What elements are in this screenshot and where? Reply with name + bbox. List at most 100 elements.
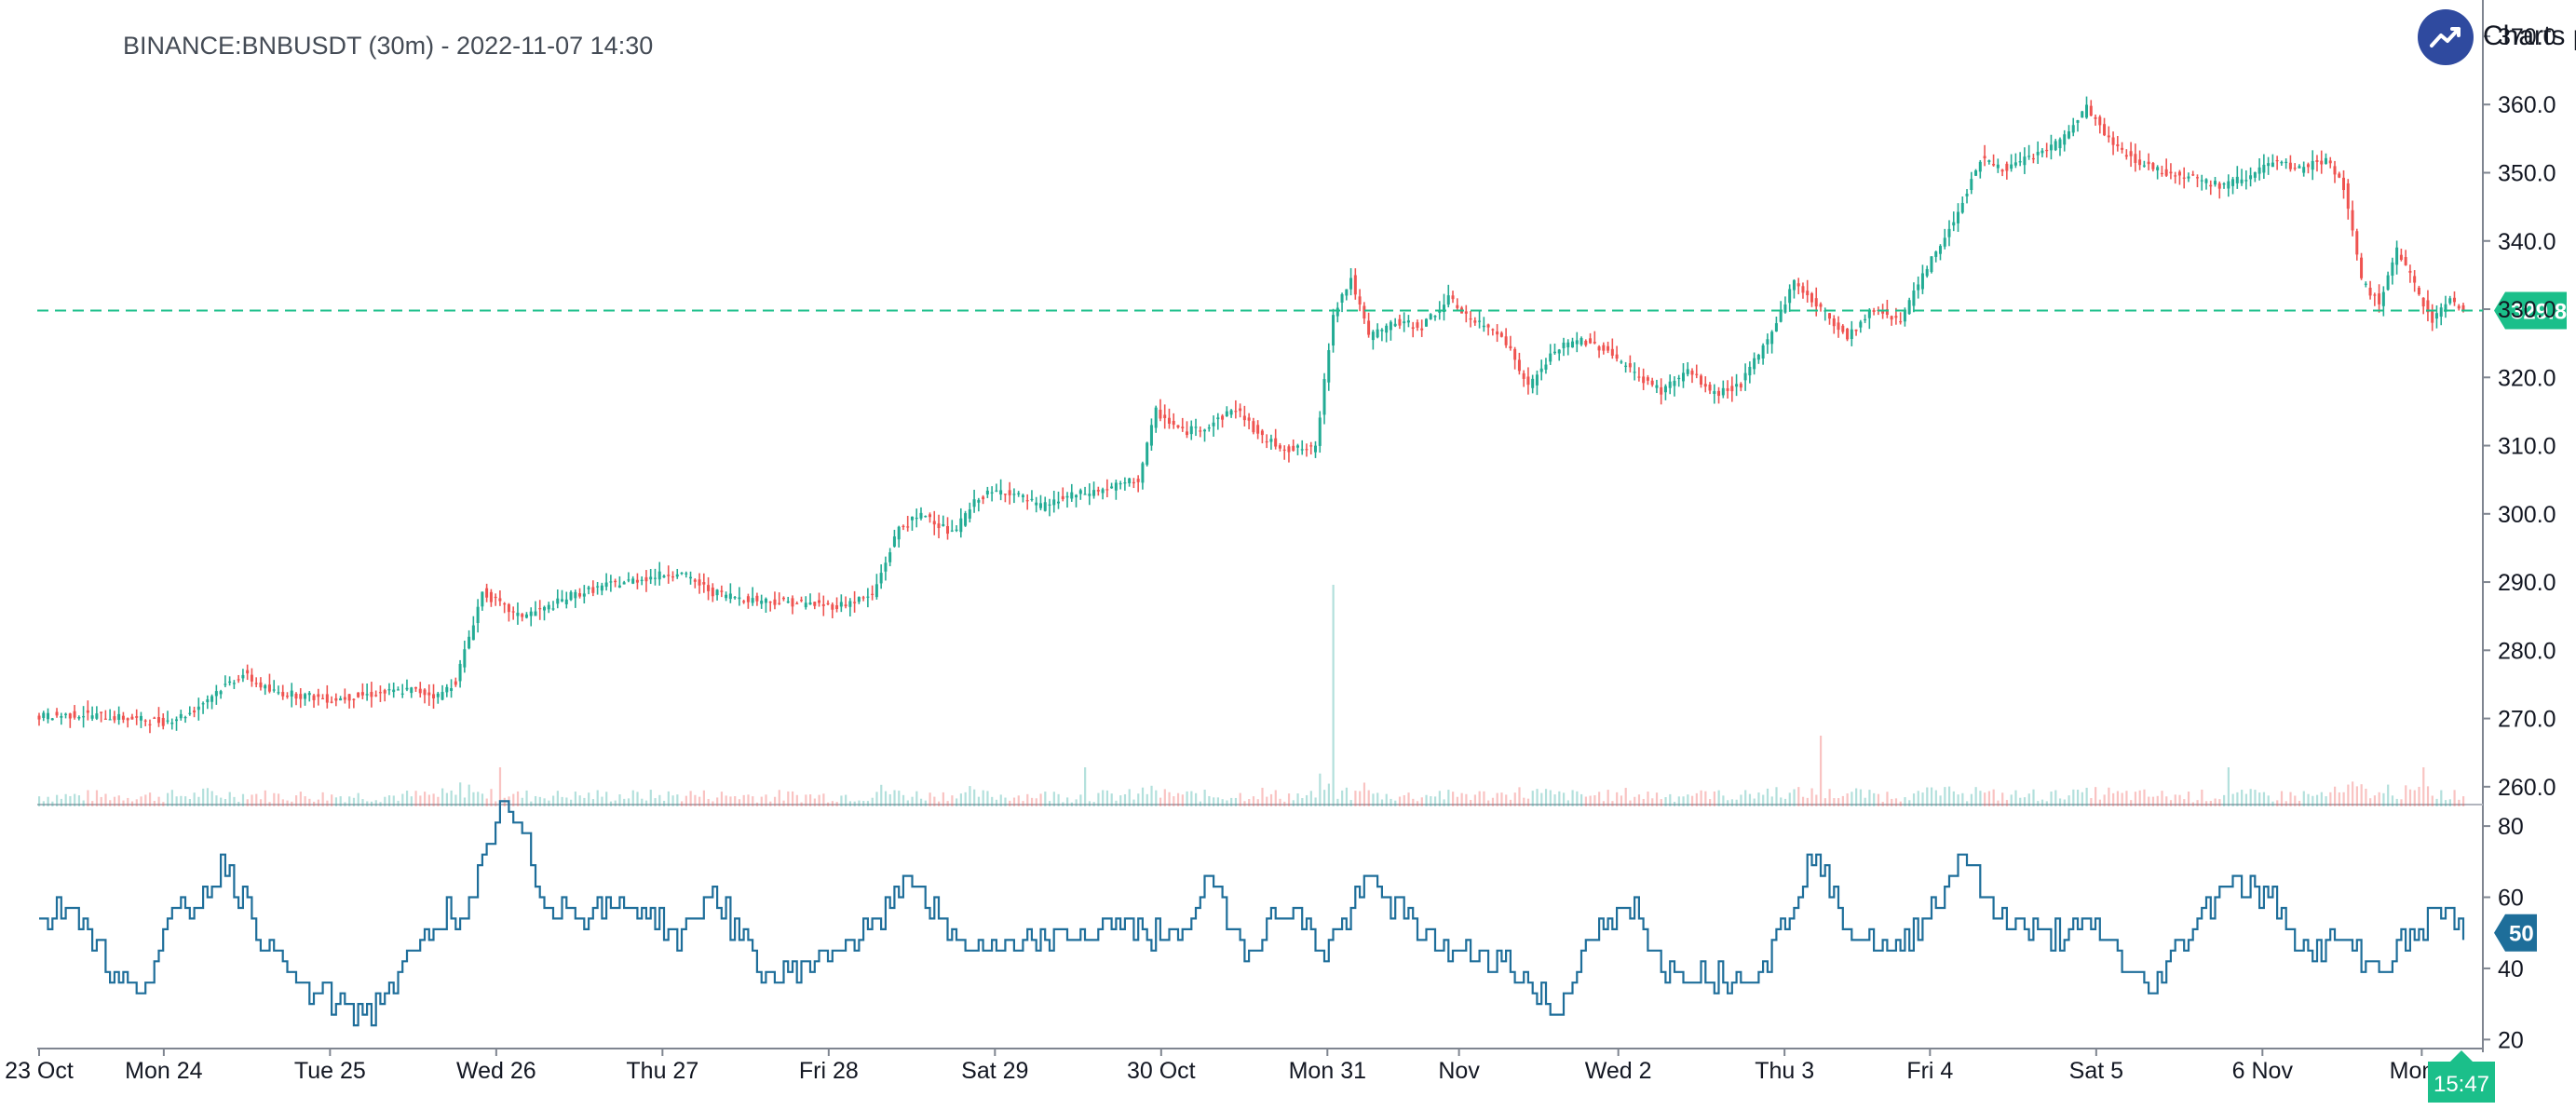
candle-body bbox=[1810, 293, 1813, 303]
volume-bar bbox=[1487, 800, 1490, 806]
price-tick-label: 280.0 bbox=[2498, 638, 2556, 664]
candle-body bbox=[2434, 313, 2438, 319]
candle-body bbox=[1132, 481, 1135, 484]
volume-bar bbox=[1323, 790, 1326, 806]
candle-body bbox=[2431, 311, 2434, 323]
volume-bar bbox=[64, 793, 67, 806]
candle-body bbox=[414, 686, 417, 689]
candle-body bbox=[1456, 305, 1459, 308]
volume-bar bbox=[2267, 795, 2270, 806]
volume-bar bbox=[2116, 791, 2120, 806]
volume-bar bbox=[100, 796, 102, 806]
volume-bar bbox=[1345, 787, 1349, 806]
time-marker bbox=[2428, 1050, 2495, 1103]
candle-body bbox=[627, 579, 630, 581]
candle-body bbox=[166, 720, 169, 722]
volume-bar bbox=[1012, 797, 1016, 806]
volume-bar bbox=[2342, 792, 2345, 806]
candle-body bbox=[2457, 305, 2461, 309]
candle-body bbox=[378, 692, 382, 694]
volume-bar bbox=[831, 801, 834, 806]
candle-body bbox=[1035, 502, 1038, 506]
candle-body bbox=[2111, 137, 2115, 145]
volume-bar bbox=[286, 800, 289, 806]
candle-body bbox=[1309, 445, 1313, 447]
volume-bar bbox=[627, 798, 630, 806]
volume-bar bbox=[938, 801, 941, 806]
volume-bar bbox=[1717, 790, 1720, 806]
volume-bar bbox=[2369, 798, 2372, 806]
candle-body bbox=[1859, 321, 1863, 328]
candle-body bbox=[2174, 175, 2177, 177]
volume-bar bbox=[215, 795, 218, 806]
volume-bar bbox=[1753, 798, 1756, 806]
candle-body bbox=[2253, 172, 2257, 178]
candle-body bbox=[2010, 164, 2013, 169]
volume-bar bbox=[1518, 787, 1521, 806]
volume-bar bbox=[1491, 797, 1495, 806]
candle-body bbox=[1464, 311, 1468, 314]
volume-bar bbox=[1261, 787, 1264, 806]
time-tick-label: Tue 25 bbox=[294, 1058, 366, 1084]
volume-bar bbox=[2227, 767, 2230, 806]
candle-body bbox=[2315, 160, 2319, 162]
volume-bar bbox=[56, 794, 59, 806]
candle-body bbox=[1389, 321, 1392, 331]
candle-body bbox=[73, 711, 76, 718]
candle-body bbox=[542, 606, 546, 611]
volume-bar bbox=[995, 799, 998, 806]
volume-bar bbox=[432, 793, 435, 806]
volume-bar bbox=[74, 793, 76, 806]
volume-bar bbox=[2307, 793, 2310, 806]
volume-bar bbox=[1899, 801, 1902, 806]
candle-body bbox=[884, 562, 888, 572]
volume-bar bbox=[468, 784, 470, 806]
candle-body bbox=[156, 717, 160, 724]
candle-body bbox=[614, 580, 617, 583]
candle-body bbox=[246, 670, 250, 674]
volume-bar bbox=[1473, 794, 1477, 806]
volume-bar bbox=[1780, 797, 1783, 806]
candle-body bbox=[1690, 371, 1694, 375]
candle-body bbox=[1917, 284, 1920, 291]
volume-bar bbox=[401, 793, 404, 806]
volume-bar bbox=[1917, 791, 1919, 806]
candle-body bbox=[2311, 160, 2314, 170]
volume-bar bbox=[1030, 797, 1034, 806]
volume-bar bbox=[605, 792, 608, 806]
volume-bar bbox=[712, 801, 714, 806]
volume-bar bbox=[1855, 788, 1858, 806]
volume-bar bbox=[1190, 791, 1193, 806]
volume-bar bbox=[397, 800, 400, 806]
candle-body bbox=[999, 490, 1003, 494]
volume-bar bbox=[1664, 797, 1667, 806]
volume-bar bbox=[291, 801, 293, 806]
volume-bar bbox=[122, 800, 125, 806]
candle-body bbox=[1952, 222, 1956, 226]
volume-bar bbox=[1176, 792, 1180, 806]
candle-body bbox=[808, 602, 812, 605]
volume-bar bbox=[317, 799, 319, 806]
volume-bar bbox=[339, 796, 342, 806]
candle-body bbox=[653, 577, 657, 579]
volume-bar bbox=[2408, 789, 2412, 806]
volume-bar bbox=[707, 798, 710, 806]
volume-bar bbox=[2112, 792, 2115, 806]
volume-bar bbox=[2387, 784, 2390, 806]
volume-bar bbox=[1115, 800, 1118, 806]
volume-bar bbox=[848, 801, 852, 806]
volume-bar bbox=[2347, 784, 2350, 806]
brand-logo-icon[interactable] bbox=[2418, 9, 2474, 65]
volume-bar bbox=[1150, 785, 1153, 806]
volume-bar bbox=[2183, 799, 2186, 806]
candle-body bbox=[1602, 345, 1606, 351]
candle-body bbox=[1203, 429, 1207, 432]
volume-bar bbox=[720, 792, 724, 806]
volume-bar bbox=[2294, 795, 2297, 806]
candle-body bbox=[1832, 318, 1836, 327]
candle-body bbox=[1864, 318, 1867, 321]
candle-body bbox=[959, 518, 963, 533]
candle-body bbox=[347, 694, 351, 701]
volume-bar bbox=[1523, 797, 1525, 806]
